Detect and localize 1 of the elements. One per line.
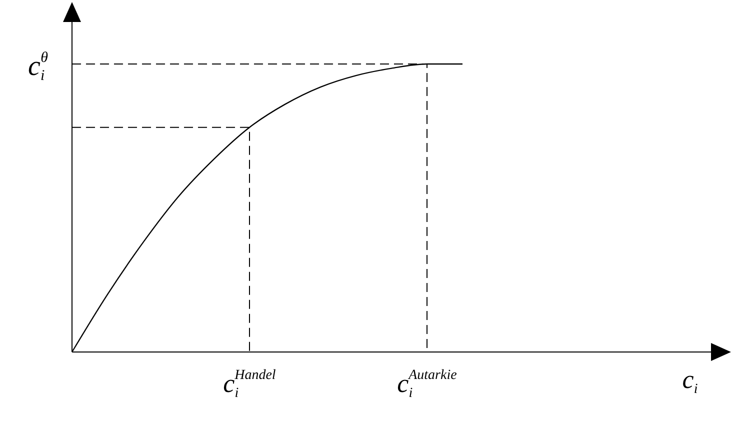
x-axis-title: c$_{i}$	[682, 365, 698, 397]
